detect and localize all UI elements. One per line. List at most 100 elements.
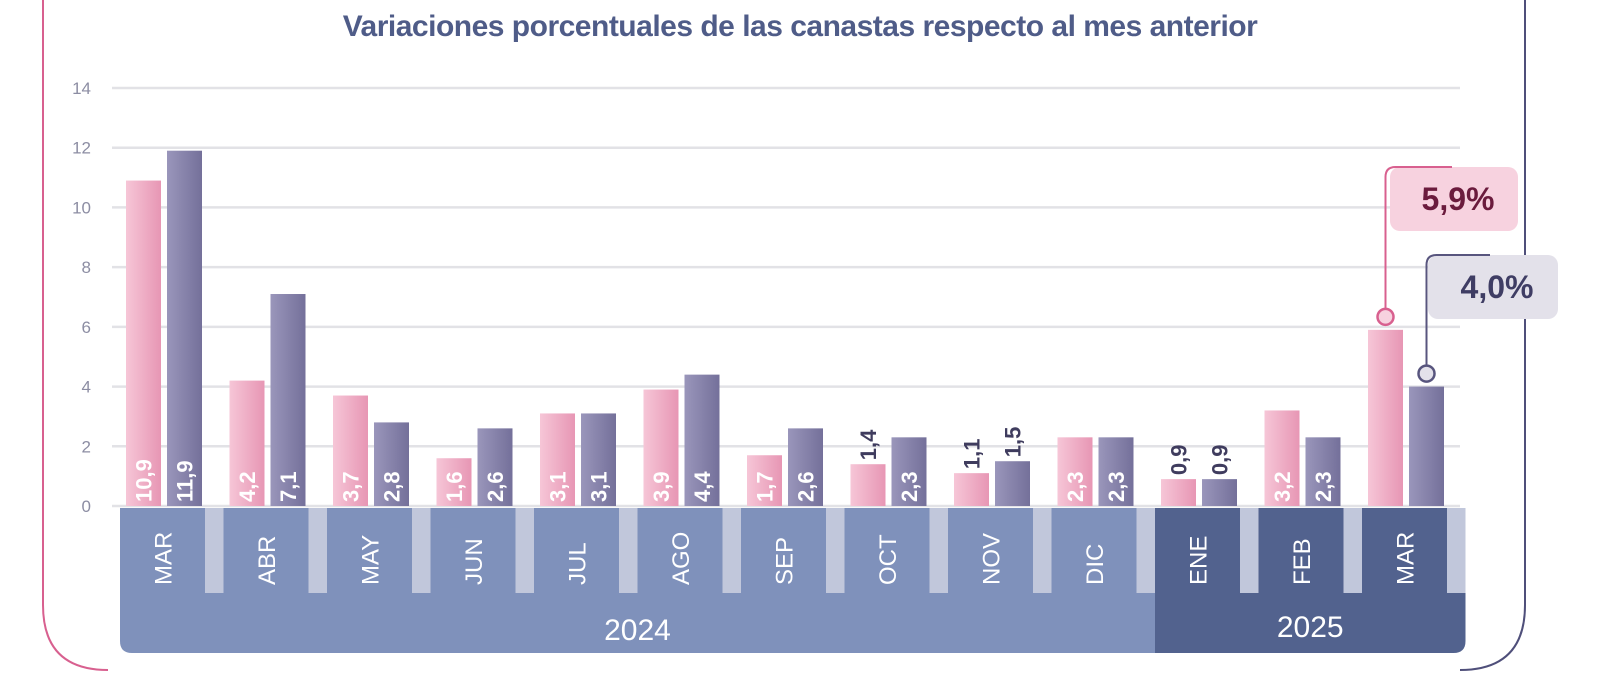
- month-label: SEP: [772, 537, 799, 585]
- month-label: FEB: [1289, 538, 1316, 585]
- bar: [747, 455, 782, 506]
- month-label: NOV: [979, 533, 1006, 585]
- year-label-2024: 2024: [604, 614, 671, 647]
- bar-data-label: 10,9: [132, 459, 157, 502]
- bar: [995, 461, 1030, 506]
- bar: [850, 464, 886, 506]
- month-cell: [223, 508, 309, 594]
- month-cell: [1155, 508, 1240, 594]
- month-cell: [948, 508, 1033, 594]
- bar: [477, 428, 513, 506]
- bar: [436, 458, 472, 506]
- month-cell: [327, 508, 412, 594]
- bar: [1305, 437, 1341, 506]
- bar-data-label: 1,7: [753, 471, 778, 502]
- month-label: DIC: [1082, 544, 1109, 585]
- bar: [126, 180, 161, 507]
- bar: [374, 422, 409, 506]
- bar: [891, 437, 927, 506]
- callout-label: 5,9%: [1422, 181, 1495, 217]
- bar: [643, 389, 679, 506]
- year-band-2025: [1155, 593, 1466, 653]
- month-label: AGO: [668, 532, 695, 585]
- bar-data-label: 1,4: [856, 429, 881, 460]
- y-tick-label: 14: [72, 79, 91, 98]
- month-cell: [1362, 508, 1447, 594]
- bar: [1264, 410, 1300, 506]
- month-label: ENE: [1186, 536, 1213, 585]
- month-label: ABR: [254, 536, 281, 585]
- bar-data-label: 2,3: [1063, 471, 1088, 502]
- callout-label: 4,0%: [1461, 269, 1534, 305]
- bar: [540, 413, 575, 506]
- bar-data-label: 4,4: [690, 471, 715, 502]
- grid-lines: [112, 86, 1460, 508]
- y-tick-label: 0: [82, 497, 91, 516]
- bar-data-label: 1,5: [1001, 427, 1026, 458]
- y-tick-label: 10: [72, 198, 91, 217]
- callout-leader-line: [1425, 254, 1490, 366]
- bar-data-label: 2,3: [897, 471, 922, 502]
- bar: [788, 428, 823, 506]
- month-cell: [430, 508, 516, 594]
- month-label: MAR: [1393, 532, 1420, 585]
- bar: [270, 294, 306, 506]
- month-cell: [534, 508, 619, 594]
- month-label: JUN: [461, 538, 488, 585]
- chart-title: Variaciones porcentuales de las canastas…: [342, 10, 1258, 43]
- bar-data-label: 3,1: [587, 471, 612, 502]
- bar-data-label: 7,1: [276, 471, 301, 502]
- bar-data-label: 0,9: [1167, 445, 1192, 476]
- month-cell: [120, 508, 205, 594]
- bar-data-label: 2,3: [1311, 471, 1336, 502]
- bar-data-label: 0,9: [1208, 445, 1233, 476]
- callout-marker: [1376, 307, 1395, 327]
- y-tick-label: 8: [82, 258, 91, 277]
- callout-box: [1390, 167, 1518, 231]
- bar: [333, 395, 368, 506]
- bar-data-label: 2,6: [794, 471, 819, 502]
- callout-leader-line: [1384, 166, 1452, 309]
- callout-box: [1428, 255, 1558, 319]
- bar: [581, 413, 616, 506]
- month-label: MAY: [358, 535, 385, 585]
- month-label: JUL: [565, 542, 592, 585]
- bars: 10,9 11,9 4,2 7,1 3,7 2,8 1,6 2,6 3,1 3,1 3,9 4,4 1,…: [126, 150, 1444, 507]
- bar-data-label: 1,1: [960, 439, 985, 470]
- bar: [1409, 386, 1444, 506]
- month-cell: [1258, 508, 1344, 594]
- callouts: 5,9% 4,0%: [1376, 166, 1558, 383]
- bar: [1057, 437, 1093, 506]
- bar: [167, 150, 202, 506]
- frame-border-right: [1459, 0, 1526, 671]
- y-tick-label: 4: [82, 378, 91, 397]
- y-tick-label: 6: [82, 318, 91, 337]
- bar: [1161, 479, 1196, 506]
- bar-data-label: 3,2: [1270, 471, 1295, 502]
- bar-data-label: 4,2: [235, 471, 260, 502]
- bar-data-label: 2,8: [380, 471, 405, 502]
- bar: [1368, 329, 1403, 506]
- bar: [684, 374, 720, 506]
- month-cell: [1051, 508, 1137, 594]
- y-tick-label: 2: [82, 437, 91, 456]
- category-band: MAR ABR MAY JUN JUL AGO SEP OCT NOV DIC ENE FEB MAR 2…: [120, 508, 1466, 653]
- bar-data-label: 2,3: [1104, 471, 1129, 502]
- y-axis-ticks: 0 2 4 6 8 10 12 14: [72, 79, 91, 516]
- month-cell: [741, 508, 826, 594]
- month-cell: [637, 508, 723, 594]
- bar: [1202, 479, 1237, 506]
- bar: [229, 380, 265, 506]
- year-band-2024: [120, 593, 1155, 653]
- month-label: MAR: [151, 532, 178, 585]
- year-label-2025: 2025: [1277, 611, 1344, 644]
- frame-border-left: [42, 0, 109, 671]
- callout-marker: [1417, 364, 1436, 383]
- y-tick-label: 12: [72, 139, 91, 158]
- bar-data-label: 3,7: [339, 471, 364, 502]
- bar-data-label: 2,6: [483, 471, 508, 502]
- bar-data-label: 3,1: [546, 471, 571, 502]
- bar: [1098, 437, 1134, 506]
- bar-data-label: 3,9: [649, 471, 674, 502]
- bar: [954, 473, 989, 506]
